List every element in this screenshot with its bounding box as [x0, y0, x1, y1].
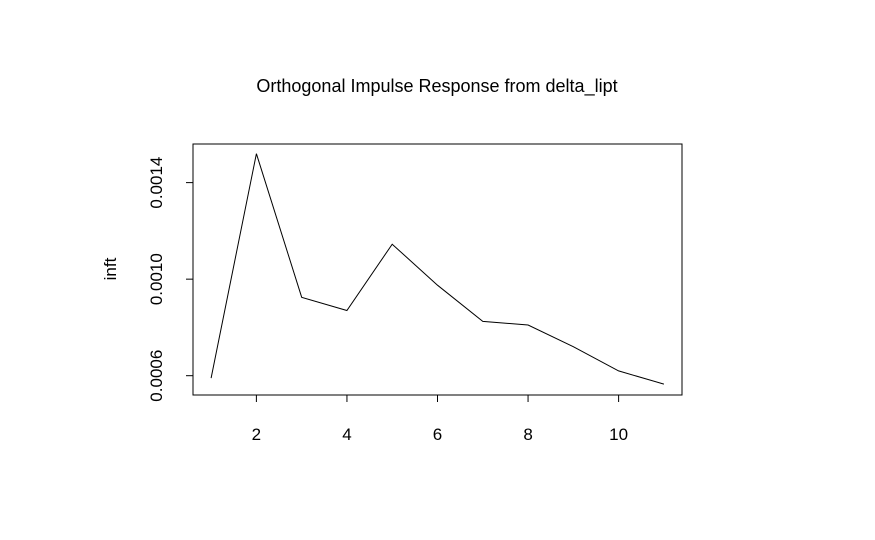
x-tick-label-6: 6: [433, 425, 442, 444]
x-tick-label-2: 2: [252, 425, 261, 444]
y-tick-label-0: 0.0006: [147, 350, 166, 402]
y-axis: 0.0006 0.0010 0.0014: [147, 157, 194, 402]
x-tick-label-8: 8: [523, 425, 532, 444]
chart-title: Orthogonal Impulse Response from delta_l…: [256, 76, 617, 97]
x-tick-label-4: 4: [342, 425, 351, 444]
series-line: [210, 153, 665, 385]
x-tick-label-10: 10: [609, 425, 628, 444]
y-tick-label-1: 0.0010: [147, 253, 166, 305]
y-axis-label: inft: [101, 257, 120, 280]
y-tick-label-2: 0.0014: [147, 157, 166, 209]
plot-frame: [192, 143, 683, 396]
x-axis: 2 4 6 8 10: [252, 394, 628, 444]
